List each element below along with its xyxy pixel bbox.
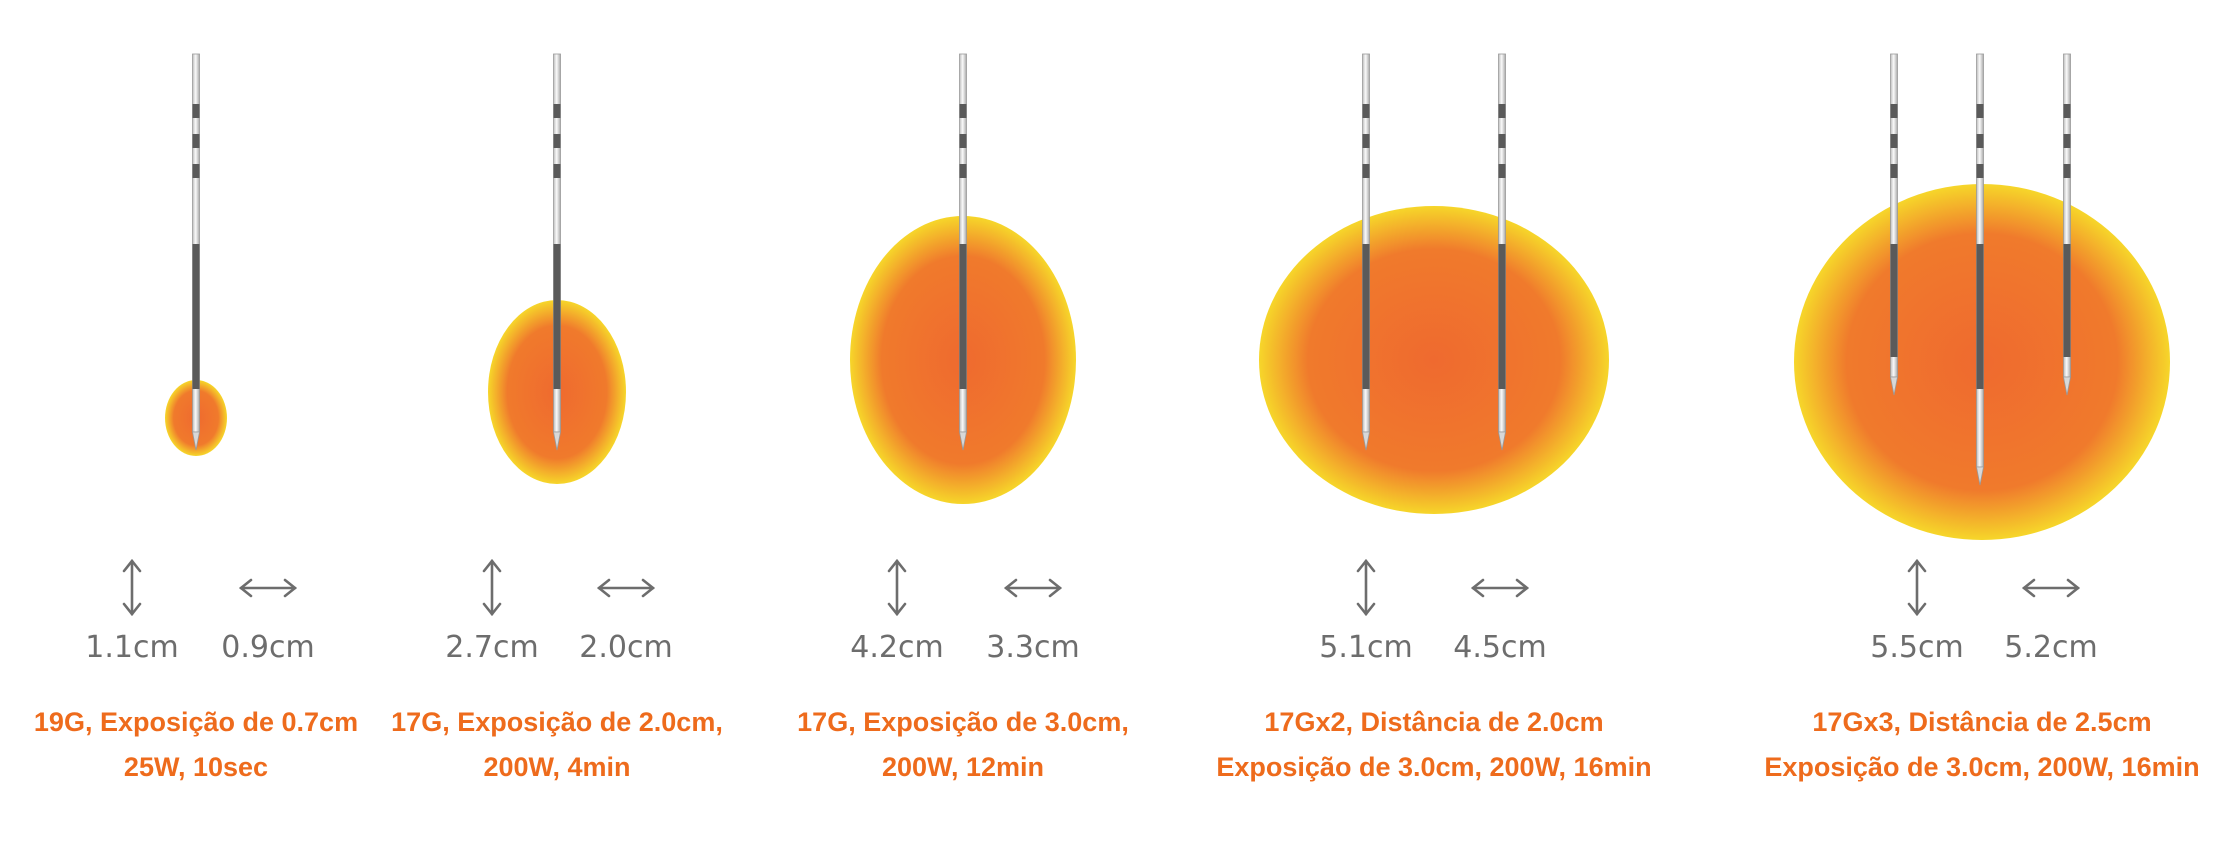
caption-4-line-1: 17Gx2, Distância de 2.0cm <box>1264 707 1604 737</box>
caption-1: 19G, Exposição de 0.7cm 25W, 10sec <box>34 700 358 790</box>
vertical-dimension-1: 1.1cm <box>85 630 179 665</box>
caption-5: 17Gx3, Distância de 2.5cm Exposição de 3… <box>1764 700 2199 790</box>
vertical-dimension-4: 5.1cm <box>1319 630 1413 665</box>
caption-5-line-2: Exposição de 3.0cm, 200W, 16min <box>1764 752 2200 782</box>
vertical-double-arrow-icon <box>122 558 142 617</box>
needle-icon <box>2063 53 2071 396</box>
horizontal-double-arrow-icon <box>596 578 656 598</box>
needle-icon <box>553 53 561 451</box>
horizontal-dimension-4: 4.5cm <box>1453 630 1547 665</box>
needle-icon <box>1976 53 1984 486</box>
horizontal-double-arrow-icon <box>238 578 298 598</box>
needle-icon <box>959 53 967 451</box>
vertical-dimension-5: 5.5cm <box>1870 630 1964 665</box>
caption-5-line-1: 17Gx3, Distância de 2.5cm <box>1812 707 2152 737</box>
vertical-double-arrow-icon <box>482 558 502 617</box>
horizontal-double-arrow-icon <box>1470 578 1530 598</box>
needle-icon <box>192 53 200 451</box>
vertical-dimension-3: 4.2cm <box>850 630 944 665</box>
caption-1-line-1: 19G, Exposição de 0.7cm <box>33 707 359 737</box>
vertical-dimension-2: 2.7cm <box>445 630 539 665</box>
horizontal-double-arrow-icon <box>1003 578 1063 598</box>
horizontal-double-arrow-icon <box>2021 578 2081 598</box>
caption-2-line-1: 17G, Exposição de 2.0cm, <box>391 707 723 737</box>
vertical-double-arrow-icon <box>887 558 907 617</box>
caption-3: 17G, Exposição de 3.0cm, 200W, 12min <box>797 700 1129 790</box>
caption-4: 17Gx2, Distância de 2.0cm Exposição de 3… <box>1216 700 1651 790</box>
caption-2: 17G, Exposição de 2.0cm, 200W, 4min <box>391 700 723 790</box>
horizontal-dimension-2: 2.0cm <box>579 630 673 665</box>
caption-4-line-2: Exposição de 3.0cm, 200W, 16min <box>1216 752 1652 782</box>
caption-2-line-2: 200W, 4min <box>483 752 631 782</box>
needle-icon <box>1362 53 1370 451</box>
needle-icon <box>1890 53 1898 396</box>
horizontal-dimension-3: 3.3cm <box>986 630 1080 665</box>
caption-1-line-2: 25W, 10sec <box>123 752 269 782</box>
horizontal-dimension-1: 0.9cm <box>221 630 315 665</box>
caption-3-line-1: 17G, Exposição de 3.0cm, <box>797 707 1129 737</box>
ablation-zone-4 <box>1259 206 1609 514</box>
vertical-double-arrow-icon <box>1907 558 1927 617</box>
horizontal-dimension-5: 5.2cm <box>2004 630 2098 665</box>
needle-icon <box>1498 53 1506 451</box>
caption-3-line-2: 200W, 12min <box>881 752 1045 782</box>
vertical-double-arrow-icon <box>1356 558 1376 617</box>
